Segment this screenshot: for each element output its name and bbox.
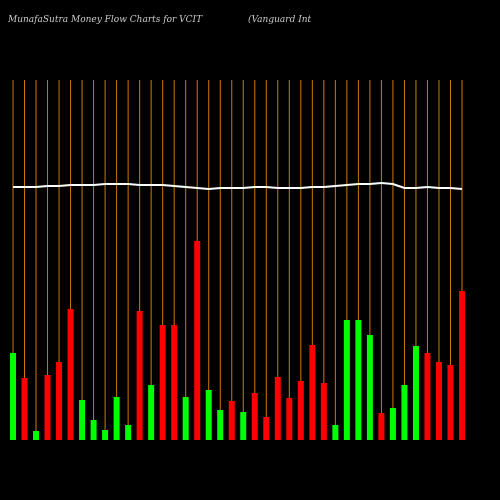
- chart-subtitle: (Vanguard Int: [248, 14, 312, 25]
- bar: [182, 397, 189, 440]
- bar: [102, 430, 109, 440]
- bar: [240, 412, 247, 440]
- bar: [459, 291, 465, 440]
- bar: [286, 398, 293, 440]
- bar: [355, 320, 362, 440]
- bar: [205, 390, 212, 440]
- bar: [263, 417, 270, 440]
- bar: [125, 425, 132, 440]
- bar: [194, 241, 201, 440]
- bar: [44, 375, 51, 440]
- bar: [148, 385, 155, 440]
- bar: [332, 425, 339, 440]
- bar: [159, 325, 166, 440]
- bar: [309, 345, 316, 440]
- bar: [10, 353, 16, 440]
- bar: [424, 353, 431, 440]
- bar: [378, 413, 385, 440]
- bar: [447, 365, 454, 440]
- bar: [366, 335, 373, 440]
- bar: [412, 346, 419, 440]
- bar: [79, 400, 86, 440]
- bar: [297, 381, 304, 440]
- price-line: [13, 181, 463, 191]
- bar: [33, 431, 40, 440]
- bar: [251, 393, 258, 440]
- bar: [217, 410, 224, 440]
- bar: [389, 408, 396, 440]
- bar: [435, 362, 442, 440]
- chart-title: MunafaSutra Money Flow Charts for VCIT: [7, 15, 203, 25]
- bar: [228, 401, 235, 440]
- bar: [21, 378, 28, 440]
- bar: [67, 309, 74, 440]
- bar: [90, 420, 97, 440]
- bar: [343, 320, 350, 440]
- bar: [113, 397, 120, 440]
- bar: [56, 362, 63, 440]
- bar: [274, 377, 281, 440]
- bar: [171, 325, 178, 440]
- bar: [136, 311, 143, 440]
- bar: [401, 385, 408, 440]
- bar: [320, 383, 327, 440]
